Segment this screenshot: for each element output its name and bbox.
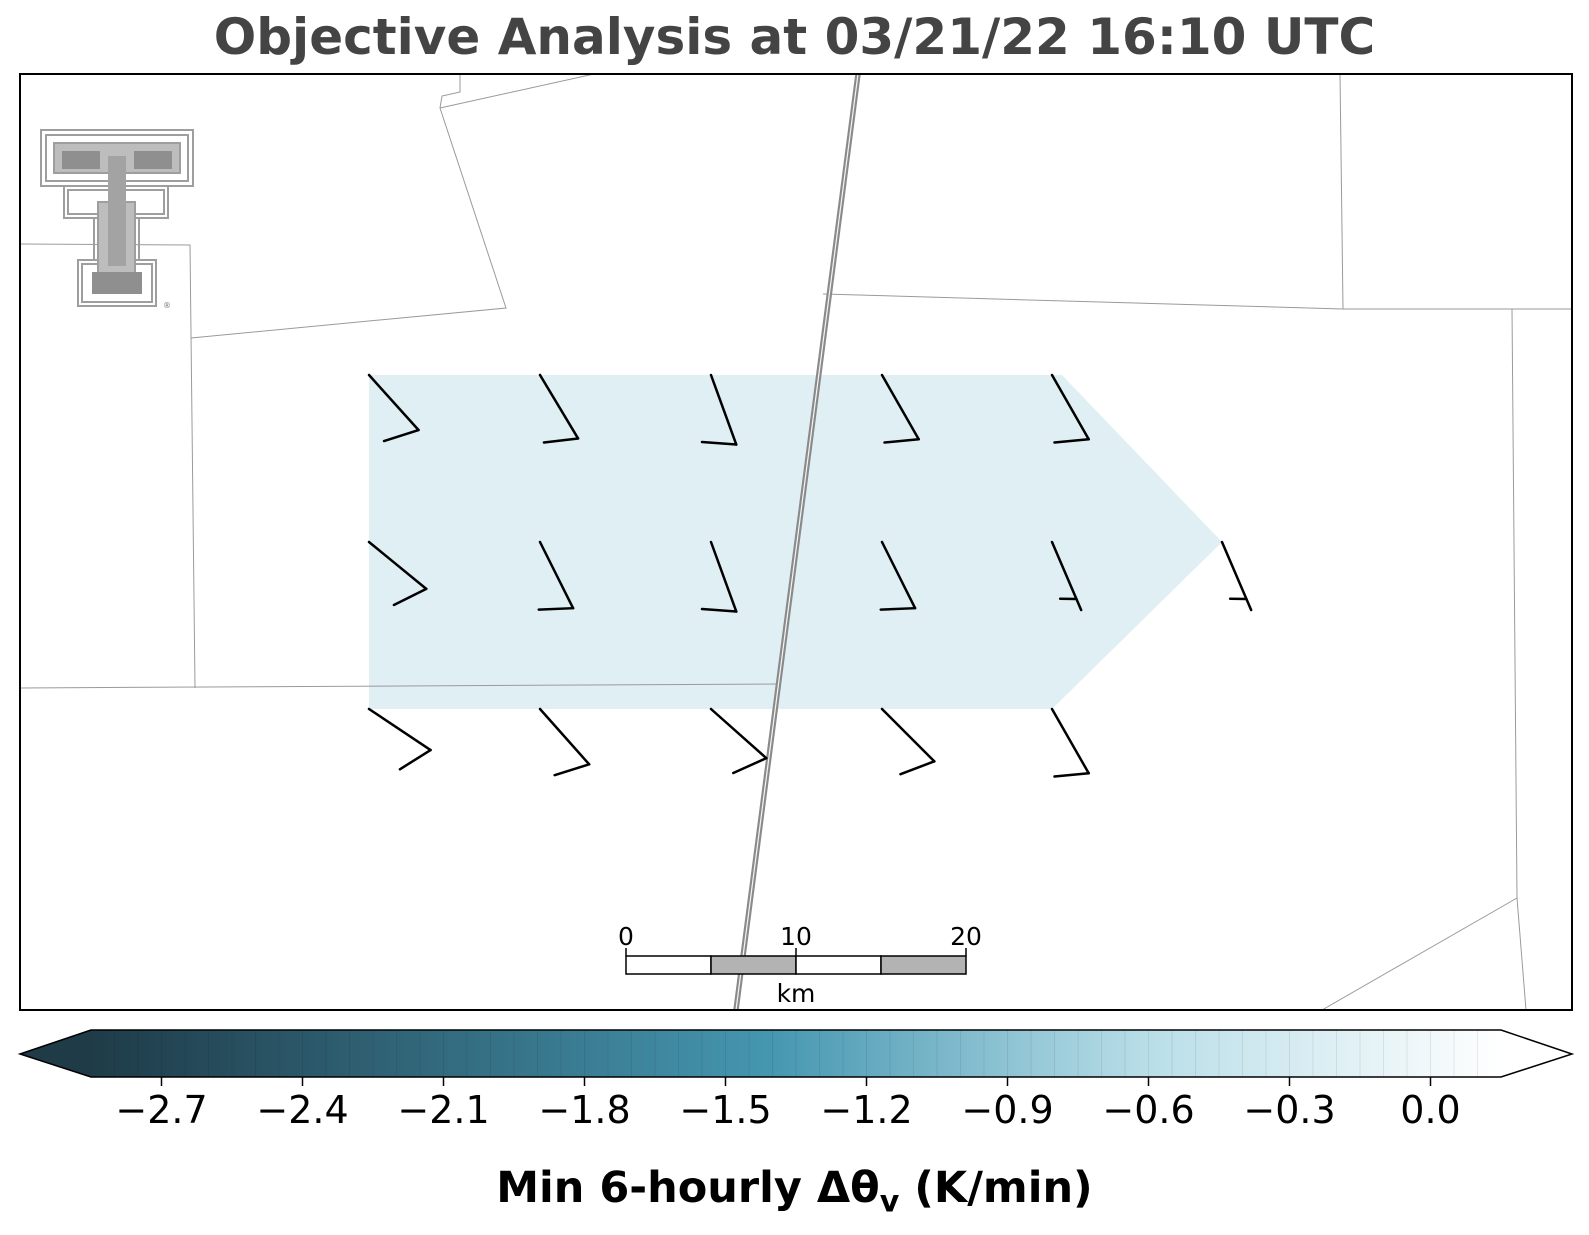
map-frame	[19, 73, 1573, 1011]
colorbar-band-lines	[114, 1030, 1478, 1077]
scale-bar-tick-label: 20	[950, 922, 982, 951]
wind-barb	[709, 707, 768, 775]
colorbar-label-main: Min 6-hourly Δθ	[496, 1163, 880, 1213]
wind-barb	[1050, 707, 1090, 778]
county-boundary	[1339, 74, 1344, 310]
scale-bar-tick-label: 10	[780, 922, 812, 951]
colorbar-outline	[17, 1029, 1575, 1078]
colorbar-label-subscript: v	[879, 1184, 900, 1220]
colorbar-tick-label: −2.1	[397, 1088, 489, 1132]
wind-barb	[1050, 540, 1083, 612]
colorbar-extend-min	[20, 1030, 91, 1077]
county-boundary	[190, 107, 507, 339]
chart-title: Objective Analysis at 03/21/22 16:10 UTC	[213, 8, 1376, 66]
county-boundary	[1511, 308, 1527, 1010]
county-boundary	[1321, 897, 1518, 1010]
map-content	[20, 74, 1572, 1010]
colorbar-tick-label: −2.4	[256, 1088, 348, 1132]
highway-center-line	[735, 74, 859, 1010]
county-boundary	[20, 243, 196, 689]
scale-bar-unit: km	[777, 979, 816, 1008]
wind-barb	[367, 373, 420, 443]
colorbar-label-units: (K/min)	[899, 1163, 1093, 1213]
county-boundary	[439, 74, 461, 109]
wind-barb	[367, 707, 432, 771]
colorbar-tick-label: −1.2	[820, 1088, 912, 1132]
wind-barb	[538, 707, 591, 777]
colorbar-tick-label: −0.9	[961, 1088, 1053, 1132]
colorbar-tick-label: −2.7	[115, 1088, 207, 1132]
wind-barb	[367, 540, 428, 607]
wind-barb	[537, 540, 575, 611]
colorbar-gradient	[91, 1030, 1501, 1077]
wind-barb	[879, 540, 917, 611]
colorbar: −2.7 −2.4 −2.1 −1.8 −1.5 −1.2 −0.9 −0.6 −0.3 0.0	[17, 1029, 1575, 1132]
scale-bar-tick-label: 0	[618, 922, 634, 951]
scale-bar: 0 10 20 km	[616, 920, 984, 1010]
wind-barb	[700, 373, 738, 446]
county-boundary	[20, 683, 781, 689]
wind-barb	[1050, 373, 1090, 444]
county-boundaries	[20, 74, 1572, 1010]
wind-barb	[1220, 540, 1253, 612]
colorbar-tick-label: −0.6	[1102, 1088, 1194, 1132]
colorbar-tick-label: −1.5	[679, 1088, 771, 1132]
colorbar-tick-label: −0.3	[1243, 1088, 1335, 1132]
wind-barb	[538, 373, 580, 444]
logo-registered-mark: ®	[163, 301, 171, 310]
wind-barb	[880, 373, 920, 444]
county-boundary	[822, 293, 1572, 310]
colorbar-label: Min 6-hourly Δθv (K/min)	[0, 1163, 1589, 1220]
county-boundary	[439, 74, 595, 109]
colorbar-tick-label: −1.8	[538, 1088, 630, 1132]
colorbar-tick-label: 0.0	[1400, 1088, 1460, 1132]
wind-barb	[700, 540, 738, 613]
texas-tech-logo-icon	[40, 129, 194, 307]
colorbar-ticks: −2.7 −2.4 −2.1 −1.8 −1.5 −1.2 −0.9 −0.6 −0.3 0.0	[115, 1077, 1461, 1132]
colorbar-extend-max	[1501, 1030, 1572, 1077]
wind-barb	[880, 707, 936, 776]
wind-barbs	[367, 373, 1253, 778]
